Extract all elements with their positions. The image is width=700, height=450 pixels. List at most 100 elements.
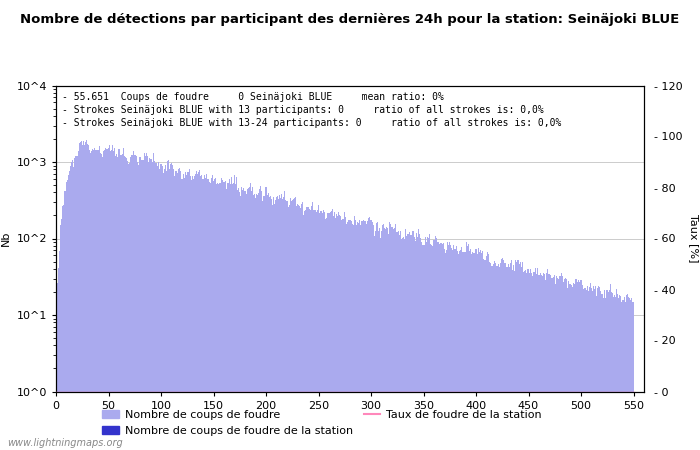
Bar: [162, 173, 164, 450]
Bar: [381, 231, 382, 450]
Bar: [362, 221, 363, 450]
Bar: [442, 244, 443, 450]
Bar: [218, 184, 219, 450]
Bar: [338, 212, 339, 450]
Bar: [242, 190, 244, 450]
Bar: [307, 207, 309, 450]
Bar: [177, 173, 178, 450]
Bar: [269, 197, 270, 450]
Bar: [464, 252, 465, 450]
Bar: [239, 192, 240, 450]
Bar: [66, 182, 67, 450]
Bar: [439, 244, 440, 450]
Bar: [626, 295, 627, 450]
Bar: [144, 153, 145, 450]
Bar: [468, 244, 469, 450]
Bar: [298, 205, 299, 450]
Bar: [195, 174, 196, 450]
Bar: [173, 169, 174, 450]
Bar: [596, 296, 597, 450]
Bar: [133, 151, 134, 450]
Bar: [136, 157, 137, 450]
Bar: [342, 219, 343, 450]
Bar: [450, 245, 452, 450]
Bar: [257, 195, 258, 450]
Bar: [304, 211, 305, 450]
Bar: [147, 156, 148, 450]
Bar: [475, 249, 477, 450]
Bar: [509, 266, 510, 450]
Bar: [517, 260, 519, 450]
Bar: [477, 248, 479, 450]
Bar: [628, 297, 629, 450]
Bar: [383, 224, 384, 450]
Bar: [382, 225, 383, 450]
Text: - 55.651  Coups de foudre     0 Seinäjoki BLUE     mean ratio: 0%
- Strokes Sein: - 55.651 Coups de foudre 0 Seinäjoki BLU…: [62, 92, 561, 128]
Bar: [65, 191, 66, 450]
Bar: [444, 248, 445, 450]
Bar: [137, 162, 139, 450]
Bar: [515, 260, 517, 450]
Bar: [318, 205, 319, 450]
Bar: [256, 194, 257, 450]
Bar: [323, 210, 324, 450]
Bar: [254, 194, 255, 450]
Bar: [141, 160, 143, 450]
Bar: [215, 178, 216, 450]
Bar: [513, 266, 514, 450]
Bar: [176, 171, 177, 450]
Bar: [425, 238, 426, 450]
Bar: [503, 260, 504, 450]
Bar: [237, 190, 238, 450]
Bar: [393, 228, 395, 450]
Bar: [433, 240, 435, 450]
Bar: [624, 302, 626, 450]
Bar: [587, 286, 588, 450]
Bar: [292, 200, 293, 450]
Bar: [603, 290, 605, 450]
Bar: [112, 145, 113, 450]
Bar: [460, 250, 461, 450]
Bar: [311, 206, 312, 450]
Bar: [552, 278, 553, 450]
Bar: [216, 184, 217, 450]
Bar: [620, 296, 622, 450]
Bar: [447, 242, 448, 450]
Bar: [295, 197, 296, 450]
Bar: [131, 155, 132, 450]
Bar: [462, 252, 463, 450]
Bar: [303, 215, 304, 450]
Bar: [328, 213, 330, 450]
Bar: [521, 267, 522, 450]
Bar: [571, 285, 572, 450]
Bar: [299, 207, 300, 450]
Bar: [443, 243, 444, 450]
Bar: [532, 276, 533, 450]
Bar: [449, 242, 450, 450]
Bar: [150, 159, 151, 450]
Bar: [448, 245, 449, 450]
Bar: [126, 158, 127, 450]
Bar: [586, 290, 587, 450]
Bar: [419, 234, 420, 450]
Bar: [277, 196, 278, 450]
Bar: [360, 225, 361, 450]
Bar: [231, 176, 232, 450]
Bar: [389, 222, 391, 450]
Bar: [570, 284, 571, 450]
Bar: [578, 280, 580, 450]
Bar: [491, 266, 492, 450]
Bar: [418, 229, 419, 450]
Bar: [155, 162, 156, 450]
Bar: [209, 182, 210, 450]
Bar: [606, 290, 607, 450]
Bar: [402, 238, 403, 450]
Bar: [134, 155, 135, 450]
Bar: [181, 179, 183, 450]
Bar: [198, 172, 200, 450]
Bar: [629, 297, 630, 450]
Bar: [538, 275, 540, 450]
Bar: [76, 156, 78, 450]
Bar: [232, 184, 233, 450]
Bar: [632, 302, 633, 450]
